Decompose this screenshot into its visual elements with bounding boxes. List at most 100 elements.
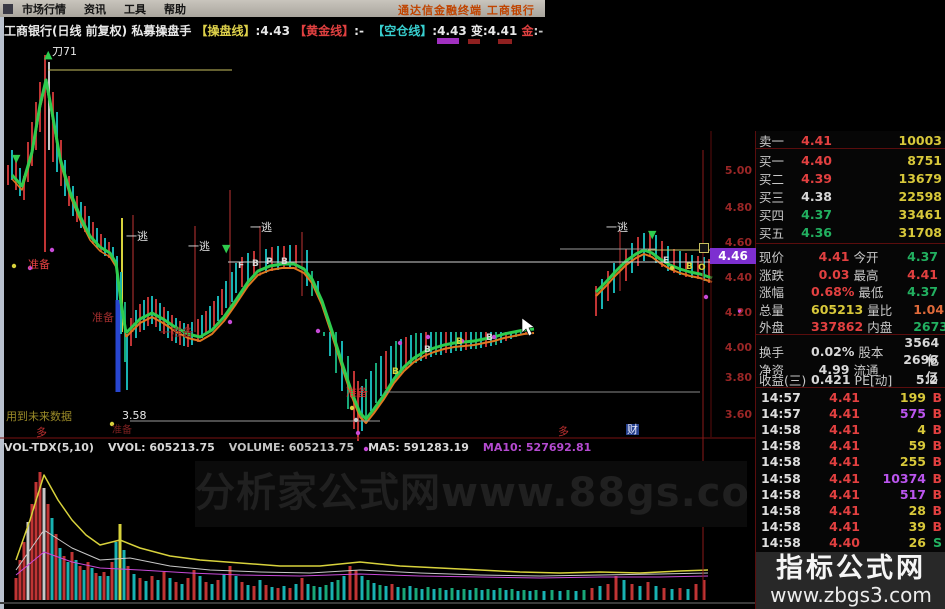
title-segment: 变:4.41	[470, 24, 522, 38]
tick-volume: 517	[899, 486, 926, 502]
title-segment: :4.43	[255, 23, 295, 38]
menu-item-4[interactable]: 帮助	[164, 2, 186, 16]
tick-row: 14:57 4.41 199 B	[756, 389, 945, 405]
indicator-line	[10, 78, 128, 334]
tick-volume: 4	[917, 421, 926, 437]
mouse-cursor	[521, 317, 535, 337]
stat-row: 换手 0.02% 股本 3564亿	[756, 335, 945, 368]
tick-price: 4.41	[829, 502, 860, 518]
level-volume: 13679	[898, 171, 943, 186]
window-frame-left	[0, 17, 4, 609]
title-segment: 【操盘线】	[195, 24, 256, 38]
level-label: 买五	[759, 226, 785, 241]
level-label: 买二	[759, 172, 785, 187]
indicator-line	[594, 248, 713, 294]
stat-row: 现价 4.41 今开 4.37	[756, 247, 945, 265]
stat-label: 涨幅	[759, 285, 785, 300]
tick-row: 14:58 4.41 59 B	[756, 438, 945, 454]
indicator-line	[15, 551, 709, 579]
site-logo: 指标公式网 www.zbgs3.com	[756, 552, 945, 609]
tick-time: 14:58	[761, 421, 801, 437]
tick-time: 14:58	[761, 438, 801, 454]
stat-value: 2696亿	[903, 352, 938, 385]
indicator-line	[15, 474, 709, 574]
menu-item-2[interactable]: 资讯	[84, 2, 106, 16]
tick-side: B	[932, 454, 942, 470]
bid-row[interactable]: 买五 4.36 31708	[756, 223, 945, 241]
stat-label: 最低	[858, 285, 884, 300]
stat-value: 3564亿	[904, 334, 940, 368]
app-icon	[3, 3, 13, 14]
signal-letter: B	[424, 345, 431, 355]
site-logo-name: 指标公式网	[776, 553, 926, 585]
signal-dot	[491, 334, 497, 340]
title-segment: 【空仓线】	[372, 24, 433, 38]
panel-separator	[756, 243, 945, 244]
volume-indicator-header[interactable]: VOL-TDX(5,10) VVOL: 605213.75 VOLUME: 6052…	[4, 441, 591, 454]
tick-time: 14:58	[761, 502, 801, 518]
tick-volume: 39	[908, 519, 926, 535]
menu-item-1[interactable]: 市场行情	[22, 2, 66, 16]
tick-time: 14:57	[761, 405, 801, 421]
title-segment: :-	[354, 23, 373, 38]
bid-row[interactable]: 买四 4.37 33461	[756, 205, 945, 223]
signal-dot	[27, 265, 33, 271]
signal-dot	[425, 334, 431, 340]
current-price-tag: 4.46	[710, 248, 756, 264]
signal-dot	[397, 340, 403, 346]
stat-label: 涨跌	[759, 267, 785, 283]
bid-row[interactable]: 买三 4.38 22598	[756, 187, 945, 205]
title-segment: 金	[521, 24, 534, 38]
stat-value: 4.37	[907, 249, 938, 264]
bid-row[interactable]: 买一 4.40 8751	[756, 151, 945, 169]
stat-value: 267351	[913, 319, 945, 334]
bid-levels: 买一 4.40 8751 买二 4.39 13679 买三 4.38 22598 买四 4.37 33…	[756, 151, 945, 241]
signal-dot	[363, 446, 369, 452]
redaction-box-mid	[300, 296, 532, 332]
stat-row: 总量 605213 量比 1.04	[756, 300, 945, 318]
stat-value: 4.41	[907, 266, 938, 282]
chart-watermark: 分析家公式网www.88gs.com	[195, 461, 747, 527]
ask-row[interactable]: 卖一 4.41 10003	[756, 131, 945, 149]
indicator-line	[15, 529, 709, 577]
stat-value: 4.99	[818, 361, 850, 377]
level-price: 4.40	[801, 153, 832, 168]
stat-label: 股本	[858, 345, 884, 360]
menu-items: 市场行情 资讯 工具 帮助	[13, 1, 195, 17]
volume-header-segment: VVOL: 605213.75	[107, 441, 215, 454]
tick-price: 4.41	[829, 470, 860, 486]
signal-arrow: ▼	[12, 152, 21, 165]
tick-price: 4.41	[829, 519, 860, 535]
menu-item-3[interactable]: 工具	[124, 2, 146, 16]
panel-separator	[756, 387, 945, 388]
tick-volume: 575	[899, 405, 926, 421]
stat-row: 收益(三) 0.421 PE[动] 5.2	[756, 370, 945, 388]
level-volume: 31708	[898, 225, 943, 240]
stat-value: 4.37	[907, 284, 938, 299]
tick-volume: 255	[899, 454, 926, 470]
tick-row: 14:58 4.41 517 B	[756, 486, 945, 502]
tick-price: 4.41	[829, 389, 860, 405]
signal-letter: B	[486, 333, 493, 343]
tick-row: 14:57 4.41 575 B	[756, 405, 945, 421]
signal-dot	[459, 338, 465, 344]
signal-arrow: ▼	[648, 228, 657, 241]
volume-header-segment: MA10: 527692.81	[482, 441, 592, 454]
stat-value: 0.68%	[811, 284, 855, 299]
signal-letter: B	[456, 337, 463, 347]
level-label: 买一	[759, 154, 785, 169]
window-frame-bottom	[0, 602, 755, 604]
bid-row[interactable]: 买二 4.39 13679	[756, 169, 945, 187]
signal-dot	[49, 247, 55, 253]
signal-dot	[669, 265, 675, 271]
level-volume: 8751	[907, 153, 942, 168]
signal-letter: P	[266, 257, 273, 267]
tick-row: 14:58 4.41 39 B	[756, 519, 945, 535]
stat-row: 净资 4.99 流通 2696亿	[756, 352, 945, 385]
signal-dot	[227, 319, 233, 325]
tick-row: 14:58 4.41 255 B	[756, 454, 945, 470]
stat-label: 内盘	[867, 320, 893, 335]
signal-letter: B	[392, 367, 399, 377]
